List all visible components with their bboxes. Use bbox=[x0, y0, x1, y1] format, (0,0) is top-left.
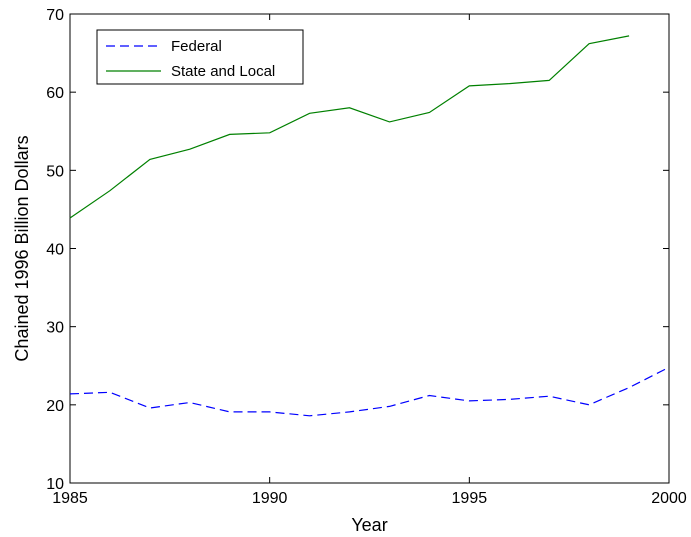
y-tick-label: 30 bbox=[46, 320, 64, 337]
series-line-state-and-local bbox=[69, 35, 630, 219]
legend-label-state-and-local: State and Local bbox=[171, 63, 275, 80]
y-tick-label: 70 bbox=[46, 7, 64, 24]
y-tick-label: 60 bbox=[46, 85, 64, 102]
y-tick-label: 20 bbox=[46, 398, 64, 415]
y-tick-label: 40 bbox=[46, 242, 64, 259]
legend-box bbox=[96, 29, 304, 85]
y-axis-ticks: 10 20 30 40 50 60 70 bbox=[46, 7, 669, 493]
x-tick-label: 2000 bbox=[651, 490, 687, 507]
x-tick-label: 1995 bbox=[452, 490, 488, 507]
y-tick-label: 10 bbox=[46, 476, 64, 493]
series-lines bbox=[69, 35, 670, 417]
y-axis-label: Chained 1996 Billion Dollars bbox=[12, 135, 32, 361]
x-axis-label: Year bbox=[351, 515, 387, 535]
y-tick-label: 50 bbox=[46, 163, 64, 180]
x-tick-label: 1985 bbox=[52, 490, 88, 507]
legend-label-federal: Federal bbox=[171, 38, 222, 55]
legend: Federal State and Local bbox=[96, 29, 304, 85]
series-line-federal bbox=[69, 366, 670, 417]
x-tick-label: 1990 bbox=[252, 490, 288, 507]
x-axis-ticks: 1985 1990 1995 2000 bbox=[52, 14, 687, 507]
